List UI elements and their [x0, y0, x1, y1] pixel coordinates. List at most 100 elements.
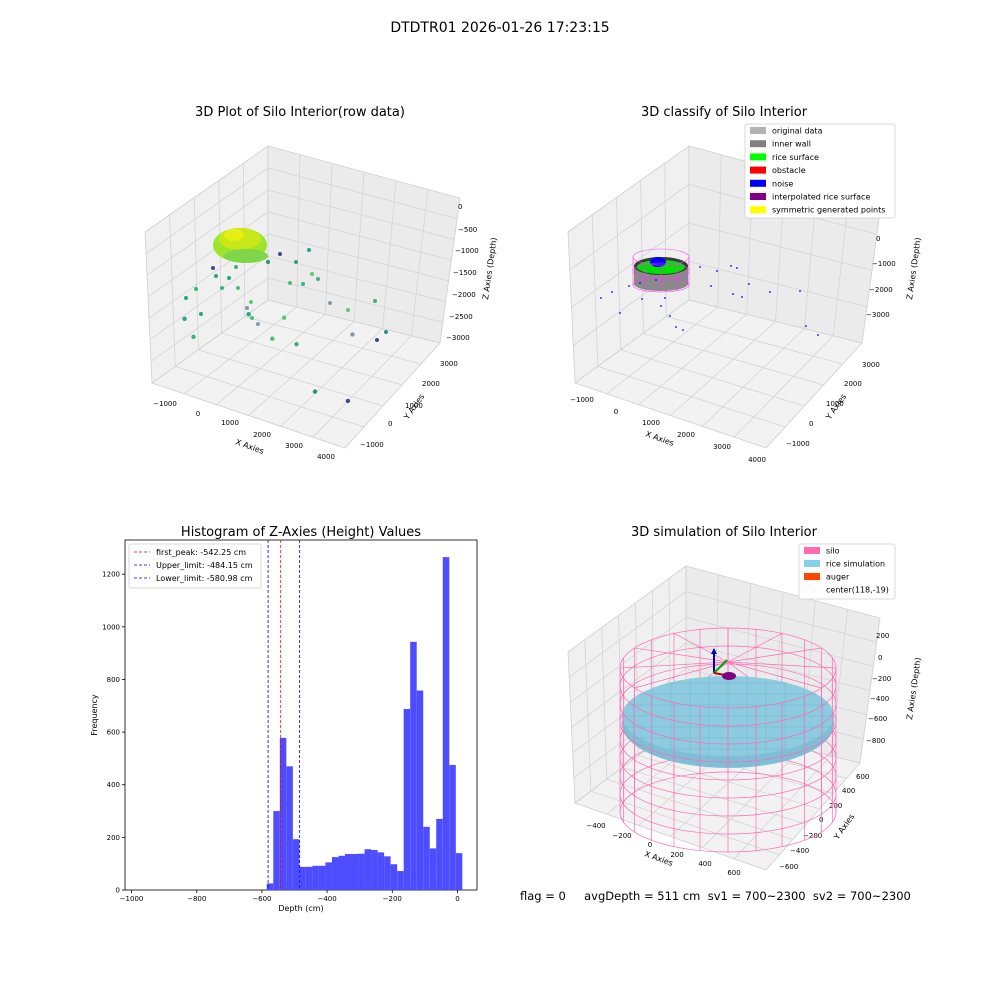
classify-yticks: −1000 0 1000 2000 3000 — [786, 361, 880, 448]
x-tick-label: 2000 — [677, 431, 695, 439]
grid-line — [733, 609, 849, 860]
histogram-xlabel: Depth (cm) — [278, 904, 323, 913]
simulation-zlabel: Z Axies (Depth) — [905, 657, 923, 720]
scatter-point — [278, 252, 282, 256]
histogram-bar — [384, 856, 391, 890]
scatter-point — [266, 260, 270, 264]
grid-line — [606, 154, 722, 395]
histogram-bar — [442, 557, 450, 890]
silo-spoke — [634, 647, 729, 663]
y-tick-label: 200 — [107, 834, 120, 842]
grid-line — [169, 214, 365, 428]
x-tick-label: −1000 — [570, 396, 594, 404]
x-tick-label: 0 — [455, 895, 459, 903]
scatter-point — [328, 301, 332, 305]
noise-point — [799, 290, 801, 292]
scatter-point — [373, 299, 377, 303]
histogram-bar — [416, 690, 424, 890]
interpolated-mesh — [632, 248, 690, 293]
histogram-bar — [305, 866, 313, 890]
grid-line — [670, 171, 786, 416]
silo-spoke — [673, 633, 729, 663]
histogram-bar — [455, 853, 463, 890]
y-tick-label: 400 — [842, 787, 855, 795]
x-tick-label: −1000 — [153, 400, 177, 408]
scatter-point — [375, 338, 379, 342]
z-tick-label: −2500 — [449, 313, 473, 321]
legend-label: first_peak: -542.25 cm — [156, 548, 246, 557]
noise-point — [619, 312, 621, 314]
histogram-bar — [312, 865, 319, 890]
z-tick-label: −1500 — [453, 269, 477, 277]
x-tick-label: −400 — [317, 895, 336, 903]
legend-frame — [128, 543, 262, 589]
silo-wireframe-front — [619, 667, 837, 853]
x-tick-label: −400 — [586, 822, 605, 830]
scatter-point — [214, 274, 218, 278]
x-tick-label: −200 — [383, 895, 402, 903]
classified-silo — [632, 248, 690, 293]
x-tick-label: −200 — [612, 832, 631, 840]
scatter-point — [220, 286, 224, 290]
raw-plot-xticks: −1000 0 1000 2000 3000 4000 — [153, 400, 335, 461]
histogram-bar — [390, 864, 398, 890]
simulation-zticks: 200 0 −200 −400 −600 −800 — [866, 632, 891, 745]
silo-spoke — [727, 661, 837, 669]
rice-cloud-top — [224, 229, 244, 241]
y-tick-label: 3000 — [440, 360, 458, 368]
grid-line — [702, 180, 819, 427]
z-tick-label: −800 — [866, 737, 885, 745]
scatter-point — [194, 287, 198, 291]
histogram-bar — [338, 855, 345, 890]
scatter-point — [316, 277, 320, 281]
auger-body — [722, 672, 736, 680]
z-tick-label: 0 — [876, 235, 880, 243]
grid-line — [216, 163, 333, 405]
legend-label: rice surface — [772, 153, 819, 162]
legend-label: silo — [826, 547, 840, 556]
histogram-legend: first_peak: -542.25 cm Upper_limit: -484.… — [128, 543, 262, 589]
z-tick-label: 200 — [876, 632, 889, 640]
legend-swatch — [804, 560, 820, 567]
grid-line — [591, 214, 786, 428]
center-axis-z-head — [711, 648, 717, 654]
scatter-point — [245, 306, 249, 310]
legend-swatch — [750, 193, 766, 200]
scatter-point — [294, 260, 298, 264]
y-tick-label: −400 — [790, 847, 809, 855]
legend-label: Lower_limit: -580.98 cm — [156, 574, 253, 583]
x-tick-label: 3000 — [713, 443, 731, 451]
status-line: flag = 0 avgDepth = 511 cm sv1 = 700~230… — [520, 889, 911, 903]
noise-point — [716, 270, 718, 272]
noise-point — [710, 285, 712, 287]
noise-point — [817, 334, 819, 336]
histogram-bar — [371, 850, 378, 890]
rice-cloud-edge — [224, 249, 268, 263]
noise-point — [769, 291, 771, 293]
y-tick-label: −1000 — [360, 441, 384, 449]
histogram-bar — [351, 853, 359, 890]
silo-spoke — [727, 661, 822, 689]
scatter-point — [312, 389, 318, 394]
z-tick-label: −3000 — [446, 334, 470, 342]
scatter-point — [384, 330, 388, 334]
y-tick-label: −1000 — [786, 440, 810, 448]
grid-line — [193, 197, 384, 407]
legend-swatch — [750, 179, 766, 187]
noise-point — [600, 297, 602, 299]
noise-point — [748, 283, 750, 285]
noise-point — [675, 326, 677, 328]
legend-label: rice simulation — [826, 560, 885, 569]
histogram-bar — [397, 871, 404, 890]
histogram-bar — [279, 737, 287, 890]
y-tick-label: 400 — [107, 781, 120, 789]
raw-plot-yticks: −1000 0 1000 2000 3000 — [360, 360, 458, 449]
z-tick-label: −3000 — [866, 311, 890, 319]
noise-points — [600, 265, 819, 336]
y-tick-label: 600 — [856, 773, 869, 781]
legend-entries: original data inner wall rice surface obsta… — [750, 127, 885, 215]
grid-line — [218, 180, 403, 386]
z-tick-label: −1000 — [455, 247, 479, 255]
noise-point — [628, 285, 630, 287]
